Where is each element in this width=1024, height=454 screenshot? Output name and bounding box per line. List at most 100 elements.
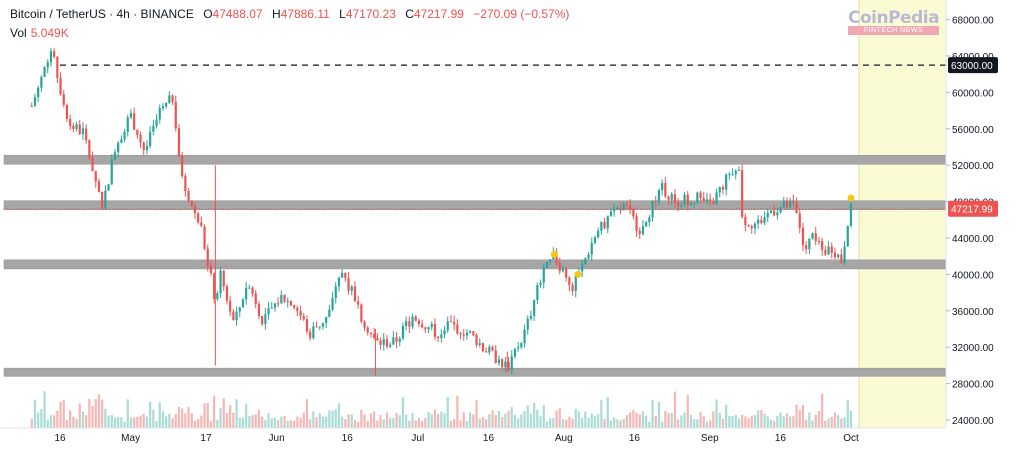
x-tick-label: Sep bbox=[701, 433, 719, 444]
candle-body bbox=[776, 212, 779, 216]
candle-body bbox=[337, 277, 341, 287]
volume-bar bbox=[187, 406, 190, 428]
volume-bar bbox=[337, 403, 341, 428]
candle-body bbox=[315, 326, 318, 328]
volume-bar bbox=[485, 419, 488, 428]
volume-bar bbox=[414, 420, 417, 428]
volume-bar bbox=[117, 417, 120, 428]
volume-bar bbox=[65, 419, 69, 428]
volume-bar bbox=[581, 417, 584, 428]
volume-bar bbox=[533, 402, 536, 428]
candle-body bbox=[635, 216, 638, 231]
candle-body bbox=[510, 356, 513, 370]
candle-body bbox=[357, 301, 360, 305]
candle-body bbox=[699, 192, 702, 198]
candle-body bbox=[69, 118, 72, 126]
candle-body bbox=[101, 191, 104, 209]
volume-bar bbox=[574, 408, 577, 428]
volume-bar bbox=[203, 403, 206, 428]
candle-body bbox=[145, 145, 149, 150]
volume-bar bbox=[683, 412, 686, 428]
candle-body bbox=[830, 246, 833, 253]
candle-body bbox=[785, 201, 789, 208]
volume-bar bbox=[501, 417, 504, 428]
volume-bar bbox=[155, 421, 158, 428]
x-tick-label: 16 bbox=[483, 433, 495, 444]
volume-bar bbox=[261, 416, 264, 428]
volume-bar bbox=[142, 414, 145, 428]
candle-body bbox=[808, 238, 811, 250]
x-tick-label: May bbox=[121, 433, 140, 444]
candle-body bbox=[622, 203, 625, 211]
volume-bar bbox=[798, 409, 801, 428]
volume-bar bbox=[789, 416, 792, 428]
volume-bar bbox=[245, 403, 248, 428]
volume-bar bbox=[629, 412, 632, 428]
volume-bar bbox=[264, 419, 267, 428]
candle-body bbox=[59, 78, 62, 95]
candle-body bbox=[654, 200, 657, 202]
support-resistance-zone bbox=[3, 154, 947, 165]
volume-bar bbox=[405, 414, 408, 428]
candle-body bbox=[792, 200, 795, 203]
volume-bar bbox=[341, 416, 344, 428]
x-tick-label: Jun bbox=[269, 433, 285, 444]
candle-body bbox=[139, 134, 142, 143]
candle-body bbox=[97, 181, 101, 192]
candle-body bbox=[609, 211, 613, 217]
candle-body bbox=[561, 268, 565, 272]
volume-bar bbox=[190, 413, 193, 428]
candle-body bbox=[72, 125, 75, 130]
volume-bar bbox=[30, 419, 33, 428]
candle-body bbox=[184, 175, 187, 192]
candle-body bbox=[638, 230, 641, 235]
candle-body bbox=[475, 334, 478, 346]
volume-bar bbox=[344, 419, 347, 428]
candle-body bbox=[750, 226, 753, 229]
volume-bar bbox=[62, 399, 65, 428]
candle-body bbox=[411, 316, 414, 327]
volume-bar bbox=[46, 419, 49, 428]
candle-body bbox=[456, 324, 459, 334]
volume-bar bbox=[776, 416, 779, 428]
logo-text: CoinPedia bbox=[848, 8, 940, 28]
x-tick-label: 16 bbox=[342, 433, 354, 444]
volume-bar bbox=[549, 418, 552, 428]
volume-bar bbox=[286, 420, 289, 428]
candle-body bbox=[280, 294, 283, 304]
volume-bar bbox=[408, 420, 411, 428]
candle-body bbox=[187, 191, 190, 201]
volume-bar bbox=[597, 414, 600, 428]
volume-bar bbox=[325, 416, 328, 428]
volume-bar bbox=[577, 411, 581, 428]
y-tick-label: 24000.00 bbox=[952, 416, 994, 427]
volume-bar bbox=[657, 401, 661, 428]
candle-body bbox=[504, 361, 507, 368]
candle-body bbox=[453, 321, 456, 325]
close-value: 47217.99 bbox=[413, 7, 464, 21]
volume-bar bbox=[389, 418, 392, 428]
candle-body bbox=[430, 323, 433, 328]
volume-bar bbox=[465, 420, 469, 428]
candle-body bbox=[670, 194, 673, 200]
candle-body bbox=[168, 95, 171, 103]
candle-body bbox=[549, 259, 552, 263]
candle-body bbox=[529, 315, 533, 319]
candle-body bbox=[728, 174, 731, 176]
candle-body bbox=[155, 119, 158, 126]
x-tick-label: Oct bbox=[843, 433, 859, 444]
candle-body bbox=[661, 183, 664, 191]
candle-body bbox=[174, 101, 177, 129]
candle-body bbox=[293, 305, 296, 308]
volume-bar bbox=[625, 415, 629, 428]
volume-bar bbox=[257, 409, 261, 428]
x-tick-label: 16 bbox=[629, 433, 641, 444]
volume-bar bbox=[568, 416, 571, 428]
chart-legend: Bitcoin / TetherUS · 4h · BINANCE O47488… bbox=[10, 7, 569, 21]
volume-bar bbox=[728, 415, 731, 428]
volume-bar bbox=[449, 420, 453, 428]
candle-body bbox=[590, 243, 593, 255]
volume-bar bbox=[734, 414, 737, 428]
x-tick-label: 16 bbox=[775, 433, 787, 444]
candle-body bbox=[779, 207, 782, 213]
